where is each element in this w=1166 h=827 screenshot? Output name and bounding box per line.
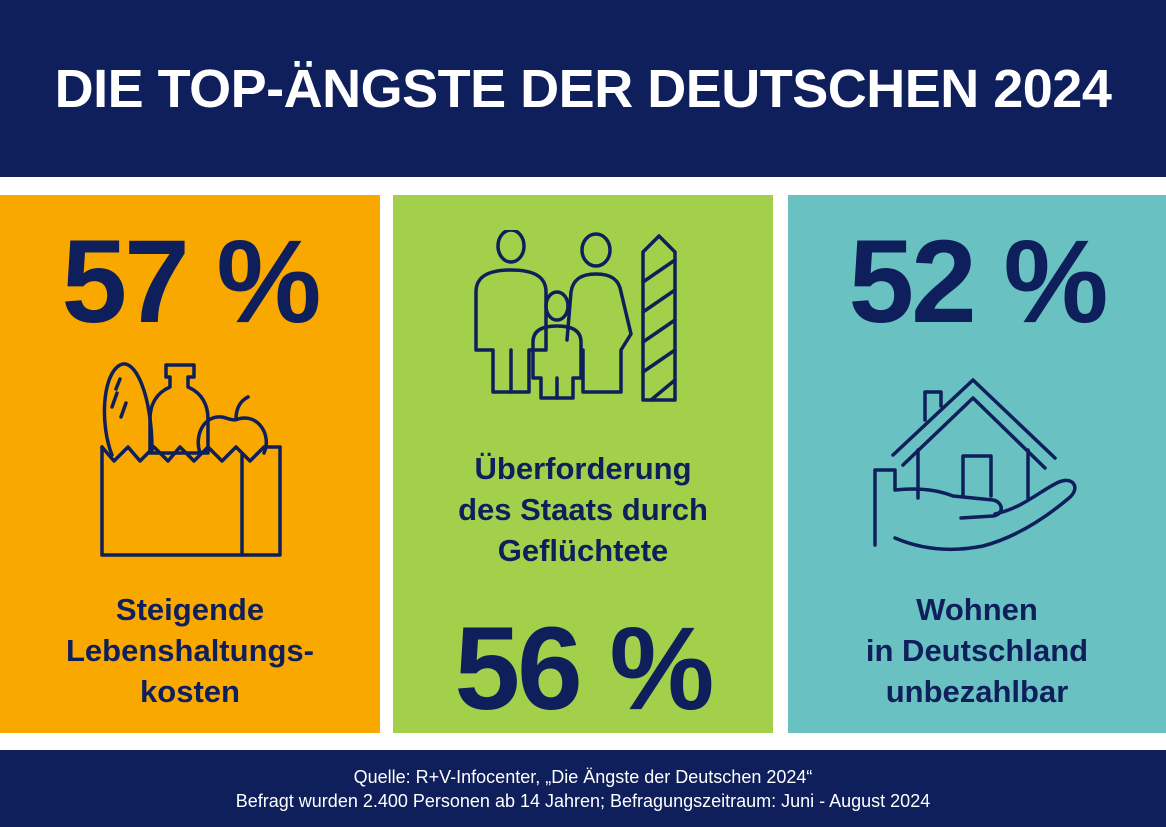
label-line: kosten (140, 674, 240, 709)
label-line: Lebenshaltungs- (65, 633, 314, 668)
label-line: Steigende (115, 592, 265, 627)
source-text: Quelle: R+V-Infocenter, „Die Ängste der … (353, 767, 813, 787)
percent-refugees: 56 % (454, 603, 715, 735)
percent-housing: 52 % (848, 216, 1109, 348)
label-living-costs: Steigende Lebenshaltungs- kosten (0, 589, 380, 712)
label-line: Überforderung (474, 451, 692, 486)
header-bar: DIE TOP-ÄNGSTE DER DEUTSCHEN 2024 (0, 0, 1166, 177)
label-refugees: Überforderung des Staats durch Geflüchte… (393, 448, 773, 571)
label-line: Geflüchtete (497, 533, 669, 568)
survey-note: Befragt wurden 2.400 Personen ab 14 Jahr… (235, 791, 931, 811)
label-line: unbezahlbar (885, 674, 1069, 709)
house-hand-icon (873, 378, 1077, 551)
panel-housing: 52 % Wohnen in Deutschland unbezahlbar (788, 195, 1166, 733)
panel-refugees: Überforderung des Staats durch Geflüchte… (393, 195, 773, 733)
label-line: Wohnen (916, 592, 1038, 627)
label-line: des Staats durch (458, 492, 708, 527)
panel-living-costs: 57 % Steigende Lebenshaltungs- kosten (0, 195, 380, 733)
footer-bar: Quelle: R+V-Infocenter, „Die Ängste der … (0, 750, 1166, 827)
label-housing: Wohnen in Deutschland unbezahlbar (788, 589, 1166, 712)
page-title: DIE TOP-ÄNGSTE DER DEUTSCHEN 2024 (54, 59, 1112, 119)
label-line: in Deutschland (865, 633, 1089, 668)
percent-living-costs: 57 % (61, 216, 322, 348)
family-border-icon (474, 230, 677, 402)
grocery-bag-icon (100, 362, 282, 557)
